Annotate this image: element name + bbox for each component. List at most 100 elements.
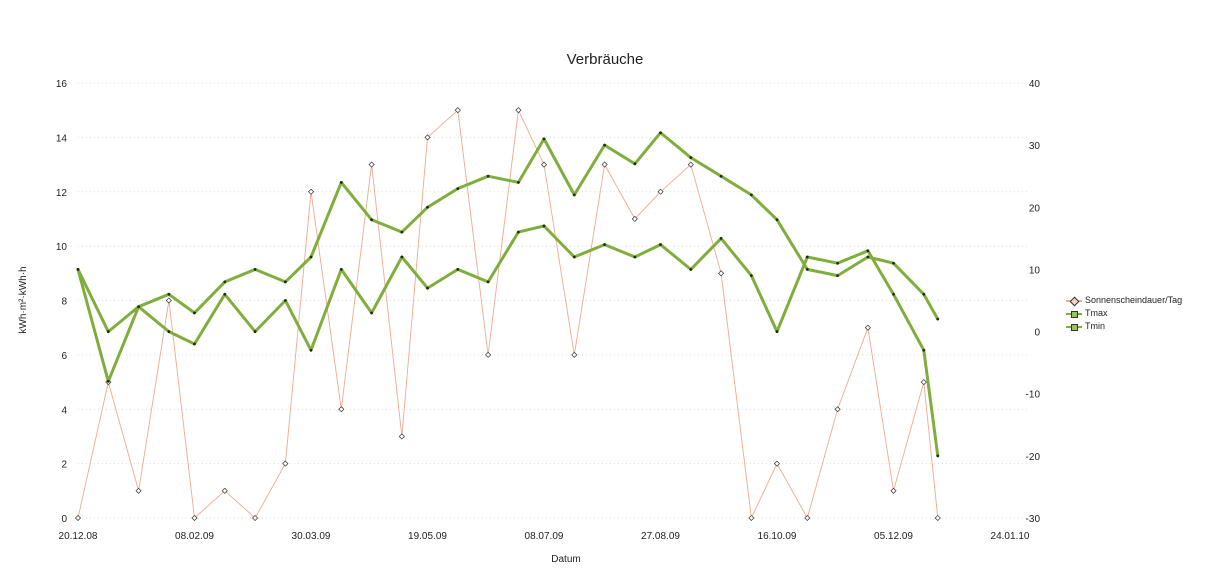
- y-left-tick-label: 12: [56, 188, 68, 199]
- data-point: [775, 218, 779, 222]
- data-point: [283, 299, 287, 302]
- data-point: [805, 268, 809, 271]
- data-point: [892, 261, 895, 265]
- data-point: [223, 292, 227, 296]
- data-point: [516, 230, 520, 234]
- series-2: [76, 224, 940, 458]
- data-point: [426, 286, 429, 290]
- data-point: [689, 268, 693, 271]
- legend-label-tmin: Tmin: [1085, 321, 1105, 331]
- data-point: [773, 460, 781, 467]
- y-left-tick-label: 2: [61, 460, 67, 471]
- series-layer: [74, 107, 941, 522]
- data-point: [922, 348, 926, 352]
- data-point: [542, 137, 546, 141]
- x-tick-label: 08.02.09: [175, 531, 214, 542]
- data-point: [572, 255, 576, 259]
- data-point: [864, 324, 871, 331]
- x-tick-label: 08.07.09: [525, 531, 564, 542]
- series-line: [77, 109, 939, 519]
- series-1: [76, 131, 940, 334]
- series-line: [76, 224, 940, 457]
- data-point: [485, 351, 492, 358]
- y-right-tick-label: -30: [1026, 514, 1041, 525]
- data-point: [106, 379, 110, 383]
- y-left-tick-label: 10: [56, 242, 68, 253]
- data-point: [400, 230, 404, 234]
- data-point: [368, 161, 375, 168]
- data-point: [890, 487, 897, 494]
- data-point: [454, 107, 461, 114]
- data-point: [775, 330, 779, 333]
- data-point: [223, 280, 227, 284]
- data-point: [631, 215, 638, 222]
- legend-item-tmax[interactable]: Tmax: [1066, 307, 1182, 320]
- y-right-tick-label: -20: [1026, 452, 1041, 463]
- data-point: [370, 218, 373, 222]
- x-tick-label: 24.01.10: [991, 531, 1030, 542]
- data-point: [516, 181, 520, 184]
- data-point: [866, 255, 870, 259]
- right-axis: -30 -20 -10 0 10 20 30 40: [1026, 79, 1041, 525]
- data-point: [572, 193, 576, 197]
- data-point: [719, 236, 723, 240]
- y-axis-label: kWh·m²·kWh·h: [18, 266, 29, 333]
- data-point: [603, 243, 606, 246]
- x-tick-label: 20.12.08: [59, 531, 98, 542]
- data-point: [76, 268, 80, 271]
- data-point: [193, 342, 196, 346]
- data-point: [834, 406, 841, 413]
- y-left-tick-label: 4: [61, 405, 67, 416]
- chart-title: Verbräuche: [567, 51, 644, 68]
- data-point: [601, 161, 608, 168]
- y-right-tick-label: -10: [1026, 390, 1041, 401]
- data-point: [749, 274, 753, 278]
- data-point: [253, 268, 257, 271]
- data-point: [657, 188, 664, 195]
- data-point: [398, 433, 405, 440]
- data-point: [920, 379, 927, 386]
- x-tick-label: 05.12.09: [874, 531, 913, 542]
- data-point: [426, 205, 429, 209]
- x-tick-label: 16.10.09: [758, 531, 797, 542]
- legend-swatch-tmax: [1066, 310, 1082, 318]
- data-point: [339, 268, 343, 271]
- series-0: [74, 107, 941, 522]
- data-point: [339, 181, 343, 184]
- y-left-tick-label: 14: [56, 133, 68, 144]
- legend-item-tmin[interactable]: Tmin: [1066, 320, 1182, 333]
- y-right-tick-label: 40: [1029, 79, 1041, 90]
- data-point: [659, 131, 662, 135]
- data-point: [137, 305, 140, 309]
- y-left-tick-label: 16: [56, 79, 68, 90]
- data-point: [866, 249, 870, 253]
- data-point: [456, 268, 460, 271]
- legend-item-sunshine[interactable]: Sonnenscheindauer/Tag: [1066, 294, 1182, 307]
- x-axis: 20.12.08 08.02.09 30.03.09 19.05.09 08.07.09…: [59, 531, 1030, 542]
- y-right-tick-label: 10: [1029, 265, 1041, 276]
- data-point: [836, 274, 839, 278]
- data-point: [936, 454, 940, 458]
- y-right-tick-label: 30: [1029, 141, 1041, 152]
- data-point: [191, 514, 198, 522]
- data-point: [805, 255, 809, 259]
- data-point: [74, 514, 82, 522]
- data-point: [486, 280, 490, 284]
- data-point: [633, 162, 637, 166]
- data-point: [106, 330, 110, 333]
- legend-swatch-tmin: [1066, 323, 1082, 331]
- data-point: [282, 460, 289, 467]
- data-point: [922, 292, 926, 296]
- legend-label-sunshine: Sonnenscheindauer/Tag: [1085, 295, 1183, 305]
- data-point: [456, 187, 460, 191]
- y-left-tick-label: 8: [61, 297, 67, 308]
- left-axis: 0 2 4 6 8 10 12 14 16: [56, 79, 68, 525]
- data-point: [338, 406, 345, 413]
- data-point: [719, 174, 723, 178]
- data-point: [167, 292, 171, 296]
- data-point: [892, 292, 895, 296]
- data-point: [689, 156, 693, 159]
- data-point: [749, 193, 753, 197]
- data-point: [309, 255, 313, 259]
